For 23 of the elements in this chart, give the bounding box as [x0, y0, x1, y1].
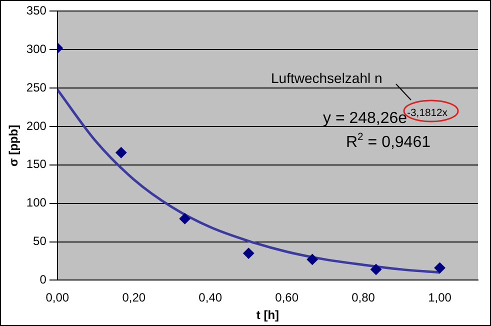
y-tick-label: 250	[26, 80, 47, 94]
point	[116, 147, 127, 158]
y-tick-label: 350	[26, 4, 47, 18]
x-tick-label: 0,80	[352, 290, 376, 305]
y-tick-label: 150	[26, 157, 47, 172]
x-axis-title: t [h]	[256, 308, 280, 322]
point	[243, 248, 254, 259]
y-tick-label: 0	[40, 272, 47, 287]
y-tick-label: 100	[26, 196, 47, 210]
x-tick-label: 0,00	[46, 290, 70, 305]
x-tick-label: 0,20	[122, 290, 146, 305]
y-axis-title: σ [ppb]	[6, 124, 21, 166]
x-tick-label: 0,40	[198, 290, 222, 305]
point	[179, 213, 190, 224]
x-tick-label: 1,00	[428, 290, 452, 305]
point	[370, 264, 382, 275]
x-tick-label: 0,60	[275, 290, 299, 305]
point	[434, 262, 446, 274]
y-tick-label: 50	[33, 234, 47, 248]
annotation: Luftwechselzahl n	[271, 70, 382, 86]
y-tick-label: 200	[26, 118, 47, 133]
y-tick-label: 300	[26, 42, 47, 56]
point	[306, 254, 318, 265]
